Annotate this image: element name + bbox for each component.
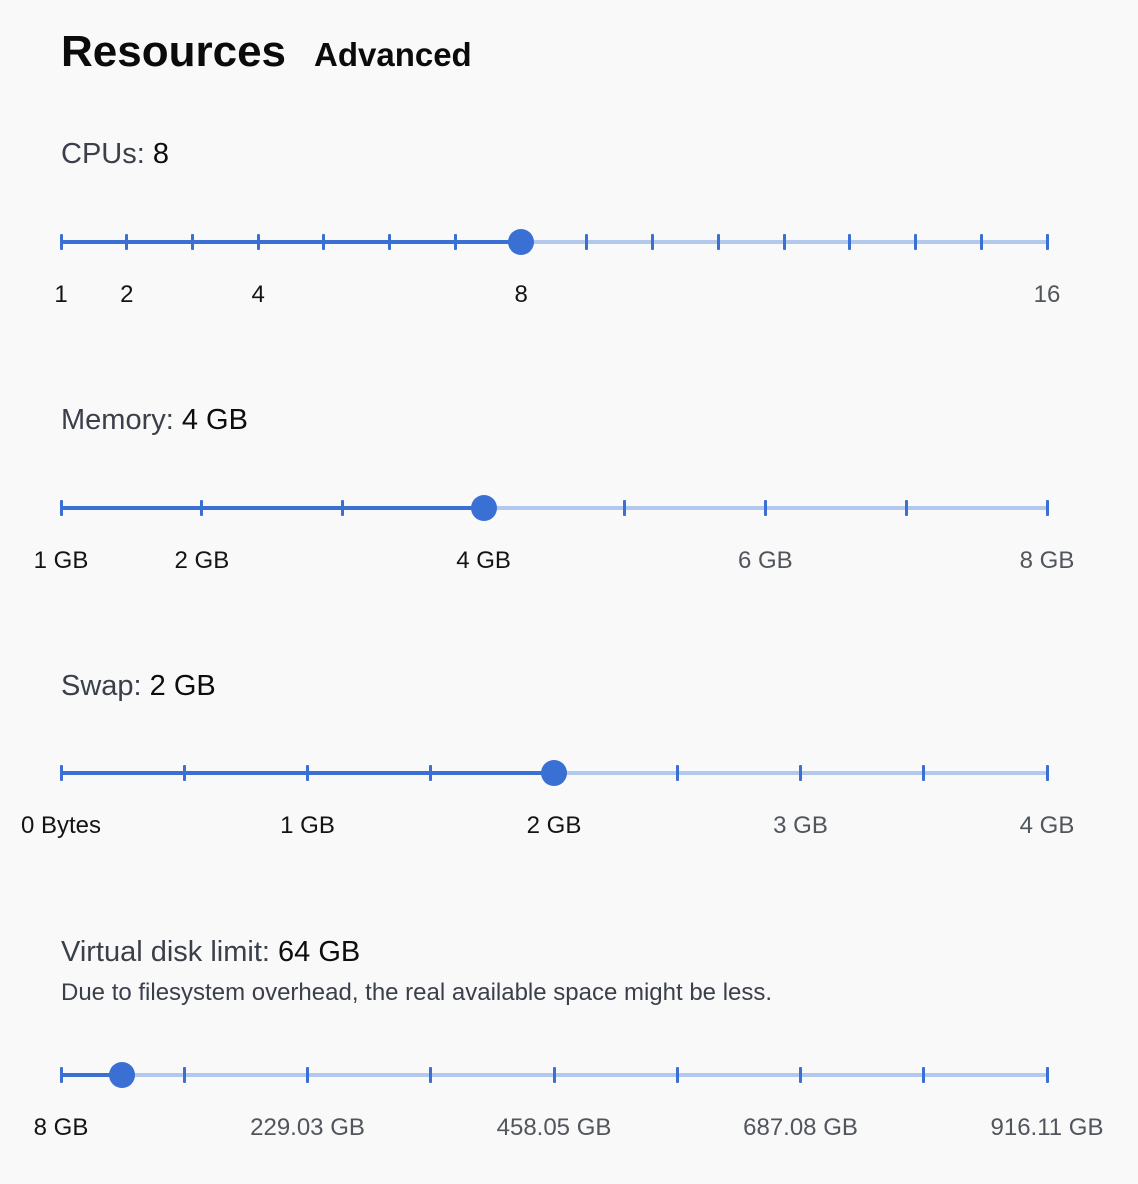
cpus-value: 8 xyxy=(152,138,169,170)
memory-track-active[interactable] xyxy=(61,506,484,510)
cpus-tick xyxy=(125,234,129,250)
disk-helper-text: Due to filesystem overhead, the real ava… xyxy=(61,979,773,1006)
cpus-tick xyxy=(1045,234,1049,250)
memory-tick-label: 1 GB xyxy=(33,547,89,574)
disk-tick-label: 229.03 GB xyxy=(250,1114,365,1141)
disk-tick xyxy=(922,1067,926,1083)
disk-tick xyxy=(1045,1067,1049,1083)
cpus-tick xyxy=(782,234,786,250)
cpus-label: CPUs: 8 xyxy=(61,136,169,172)
disk-tick-label: 458.05 GB xyxy=(496,1114,612,1141)
swap-tick xyxy=(182,765,186,781)
swap-tick xyxy=(922,765,926,781)
disk-track-active[interactable] xyxy=(61,1073,122,1077)
disk-tick xyxy=(182,1067,186,1083)
memory-tick xyxy=(1045,500,1049,516)
cpus-tick xyxy=(848,234,852,250)
cpus-tick xyxy=(585,234,589,250)
cpus-label-text: CPUs: xyxy=(61,138,145,170)
swap-tick xyxy=(1045,765,1049,781)
memory-slider[interactable] xyxy=(0,488,1138,528)
cpus-tick-label: 1 xyxy=(54,281,68,308)
cpus-tick-label: 4 xyxy=(251,281,265,308)
swap-tick-label: 4 GB xyxy=(1019,812,1075,839)
tab-advanced[interactable]: Advanced xyxy=(314,36,472,73)
cpus-tick xyxy=(256,234,260,250)
cpus-tick xyxy=(190,234,194,250)
cpus-slider-thumb[interactable] xyxy=(508,229,535,255)
page-title: Resources xyxy=(61,27,287,76)
memory-tick-label: 8 GB xyxy=(1019,547,1075,574)
disk-tick xyxy=(675,1067,679,1083)
memory-tick-label: 4 GB xyxy=(456,547,511,574)
cpus-slider[interactable] xyxy=(0,222,1138,262)
disk-label-text: Virtual disk limit: xyxy=(61,936,270,968)
swap-tick xyxy=(306,765,309,781)
memory-tick xyxy=(763,500,767,516)
disk-slider[interactable] xyxy=(0,1055,1138,1095)
swap-tick-label: 0 Bytes xyxy=(20,812,102,839)
swap-tick-label: 2 GB xyxy=(526,812,582,839)
cpus-tick-label: 2 xyxy=(120,281,134,308)
memory-tick xyxy=(904,500,908,516)
cpus-tick xyxy=(59,234,63,250)
swap-tick xyxy=(675,765,679,781)
disk-track-inactive[interactable] xyxy=(121,1073,1047,1077)
disk-slider-thumb[interactable] xyxy=(108,1062,135,1088)
swap-tick-label: 1 GB xyxy=(280,812,335,839)
memory-tick xyxy=(59,500,63,516)
cpus-tick-label: 16 xyxy=(1033,281,1061,308)
disk-tick xyxy=(429,1067,433,1083)
swap-value: 2 GB xyxy=(149,670,216,702)
cpus-tick-label: 8 xyxy=(514,281,528,308)
swap-tick xyxy=(59,765,63,781)
memory-tick xyxy=(622,500,626,516)
cpus-tick xyxy=(716,234,720,250)
disk-tick xyxy=(306,1067,309,1083)
disk-tick xyxy=(799,1067,802,1083)
swap-tick xyxy=(429,765,433,781)
cpus-tick xyxy=(914,234,918,250)
memory-label: Memory: 4 GB xyxy=(61,402,248,438)
disk-tick-label: 8 GB xyxy=(33,1114,89,1141)
memory-tick-label: 2 GB xyxy=(174,547,230,574)
cpus-track-active[interactable] xyxy=(61,240,522,244)
disk-value: 64 GB xyxy=(278,936,361,968)
cpus-tick xyxy=(388,234,392,250)
swap-slider[interactable] xyxy=(0,753,1138,793)
memory-value: 4 GB xyxy=(181,404,248,436)
disk-tick-label: 916.11 GB xyxy=(990,1114,1104,1141)
cpus-tick xyxy=(979,234,983,250)
memory-slider-thumb[interactable] xyxy=(470,495,497,521)
memory-tick xyxy=(200,500,204,516)
cpus-tick xyxy=(651,234,655,250)
swap-label-text: Swap: xyxy=(61,670,142,702)
memory-label-text: Memory: xyxy=(61,404,174,436)
cpus-tick xyxy=(322,234,326,250)
cpus-tick xyxy=(453,234,457,250)
memory-tick-label: 6 GB xyxy=(737,547,793,574)
swap-label: Swap: 2 GB xyxy=(61,668,216,704)
swap-tick xyxy=(799,765,802,781)
memory-tick xyxy=(341,500,345,516)
swap-tick-label: 3 GB xyxy=(773,812,828,839)
disk-tick-label: 687.08 GB xyxy=(743,1114,858,1141)
disk-tick xyxy=(552,1067,556,1083)
disk-label: Virtual disk limit: 64 GB xyxy=(61,934,360,970)
swap-slider-thumb[interactable] xyxy=(541,760,567,786)
disk-tick xyxy=(59,1067,63,1083)
